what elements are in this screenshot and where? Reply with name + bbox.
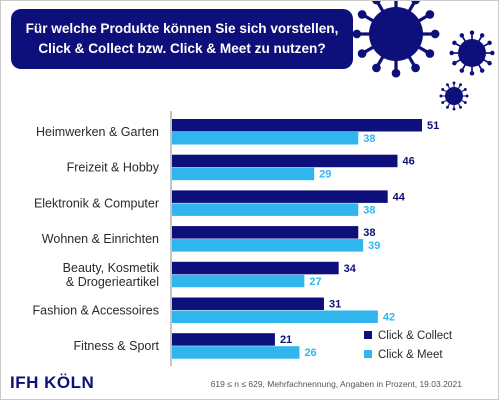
footnote: 619 ≤ n ≤ 629, Mehrfachnennung, Angaben … [210, 379, 462, 389]
bar-click-collect [172, 190, 388, 203]
data-label: 38 [363, 133, 375, 145]
data-label: 27 [309, 276, 321, 288]
bar-click-meet [172, 167, 315, 181]
category-label: Fitness & Sport [74, 339, 160, 353]
category-label: Fashion & Accessoires [33, 304, 159, 318]
bar-click-meet [172, 132, 359, 145]
data-label: 44 [393, 191, 406, 203]
virus-icon [352, 1, 495, 111]
data-label: 38 [363, 204, 375, 216]
data-label: 39 [368, 240, 380, 252]
bar-click-collect [172, 119, 422, 132]
data-label: 29 [319, 169, 331, 181]
bar-click-collect [172, 297, 324, 310]
bar-click-meet [172, 203, 359, 216]
data-label: 34 [344, 263, 357, 275]
ifh-logo: IFH KÖLN [10, 373, 95, 392]
data-label: 31 [329, 299, 341, 311]
legend-label-click-meet: Click & Meet [378, 349, 443, 361]
bar-click-collect [172, 261, 339, 275]
legend-swatch-click-meet [364, 350, 372, 358]
data-label: 26 [304, 347, 316, 359]
virus-icon-large [352, 1, 440, 78]
bar-click-meet [172, 310, 378, 323]
legend-swatch-click-collect [364, 331, 372, 339]
legend-label-click-collect: Click & Collect [378, 330, 453, 342]
bar-click-meet [172, 274, 305, 288]
category-label: Freizeit & Hobby [67, 161, 160, 175]
virus-icon-small [449, 30, 495, 76]
bar-click-collect [172, 226, 359, 239]
chart-title: Für welche Produkte können Sie sich vors… [11, 9, 353, 69]
data-label: 51 [427, 120, 439, 132]
data-label: 42 [383, 312, 395, 324]
virus-icon-tiny [439, 81, 469, 111]
bar-click-collect [172, 333, 275, 346]
category-label: Elektronik & Computer [34, 196, 159, 210]
data-label: 21 [280, 334, 292, 346]
bar-click-meet [172, 346, 300, 359]
bar-click-collect [172, 154, 398, 168]
data-label: 38 [363, 227, 375, 239]
category-label: Wohnen & Einrichten [42, 232, 159, 246]
bar-click-meet [172, 239, 364, 252]
category-label: Heimwerken & Garten [36, 125, 159, 139]
data-label: 46 [402, 156, 414, 168]
category-label: Beauty, Kosmetik & Drogerieartikel [63, 261, 160, 289]
